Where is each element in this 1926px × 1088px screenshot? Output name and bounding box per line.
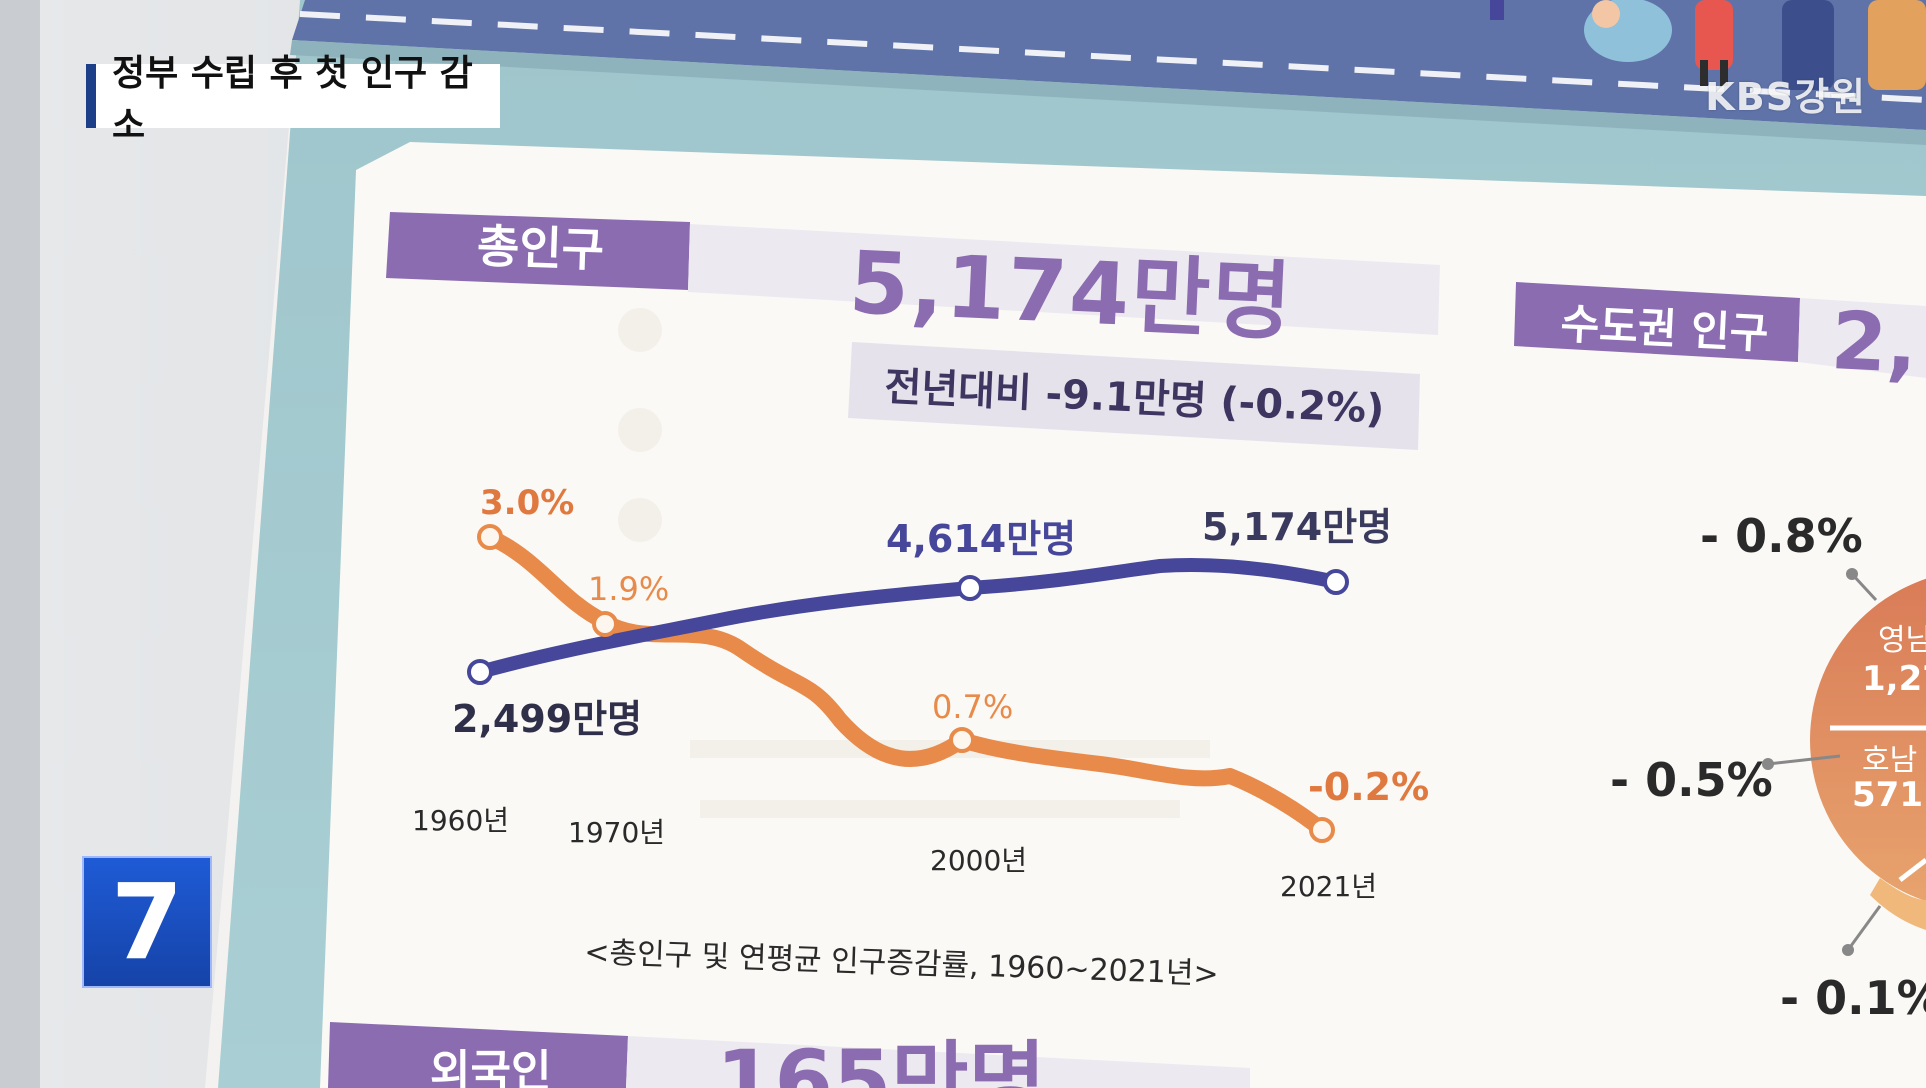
pie-leader-mid-dot bbox=[1762, 758, 1774, 770]
right-pct-bottom: - 0.1% bbox=[1780, 971, 1926, 1025]
total-label-box bbox=[386, 212, 690, 290]
pie-leader-bottom bbox=[1846, 905, 1882, 951]
capital-label: 수도권 인구 bbox=[1560, 299, 1770, 358]
news-caption-text: 정부 수립 후 첫 인구 감소 bbox=[112, 53, 473, 146]
road-dashes bbox=[299, 11, 1926, 103]
bottom-value: 165만명 bbox=[716, 1032, 1046, 1088]
pie-leader-top-dot bbox=[1846, 568, 1858, 580]
population-marker-2000 bbox=[957, 575, 983, 601]
pie-leader-mid bbox=[1767, 754, 1841, 766]
right-pct-top: - 0.8% bbox=[1700, 509, 1863, 563]
population-marker-1960 bbox=[467, 659, 493, 685]
capital-value-pill bbox=[1798, 298, 1926, 378]
channel-number-text: 7 bbox=[110, 861, 184, 983]
growth-label-2021: -0.2% bbox=[1308, 765, 1429, 809]
population-line bbox=[473, 557, 1343, 679]
channel-logo: KBS강원 bbox=[1705, 75, 1866, 119]
total-label: 총인구 bbox=[476, 219, 605, 277]
bottom-value-pill bbox=[626, 1036, 1250, 1088]
population-label-1960: 2,499만명 bbox=[452, 697, 642, 741]
pie-slice2-label: 호남 bbox=[1862, 743, 1917, 778]
bottom-label-box bbox=[328, 1022, 628, 1088]
total-value-pill bbox=[688, 224, 1440, 335]
people-illustration bbox=[1490, 0, 1926, 90]
population-label-2021: 5,174만명 bbox=[1202, 505, 1392, 549]
pie-leader-bottom-dot bbox=[1842, 944, 1854, 956]
right-pct-mid: - 0.5% bbox=[1610, 753, 1773, 807]
yoy-pill bbox=[848, 342, 1420, 450]
capital-value: 2, bbox=[1829, 294, 1920, 391]
capital-label-box bbox=[1514, 282, 1800, 362]
region-pie-partial bbox=[1810, 578, 1926, 930]
pie-slice1-label: 영남 bbox=[1878, 623, 1926, 658]
bottom-label: 외국인 bbox=[430, 1046, 551, 1088]
growth-marker-1960 bbox=[477, 524, 503, 550]
main-panel bbox=[320, 142, 1926, 1088]
pie-slice1-value: 1,27 bbox=[1862, 659, 1926, 699]
wall-shadow bbox=[0, 0, 40, 1088]
growth-marker-2021 bbox=[1309, 817, 1335, 843]
growth-label-1970: 1.9% bbox=[588, 570, 669, 608]
growth-marker-2000 bbox=[949, 727, 975, 753]
growth-label-1960: 3.0% bbox=[480, 483, 574, 523]
x-label-2021: 2021년 bbox=[1280, 870, 1377, 903]
road-lower-edge bbox=[290, 40, 1926, 145]
x-label-2000: 2000년 bbox=[930, 844, 1027, 877]
x-label-1960: 1960년 bbox=[412, 804, 509, 837]
x-label-1970: 1970년 bbox=[568, 816, 665, 849]
pie-slice2-value: 571 bbox=[1852, 775, 1923, 815]
growth-label-2000: 0.7% bbox=[932, 688, 1013, 726]
channel-number-badge: 7 bbox=[82, 856, 212, 988]
news-caption-banner: 정부 수립 후 첫 인구 감소 bbox=[86, 53, 500, 146]
total-value: 5,174만명 bbox=[847, 233, 1295, 353]
population-marker-2021 bbox=[1323, 569, 1349, 595]
population-label-2000: 4,614만명 bbox=[886, 517, 1076, 561]
growth-marker-1970 bbox=[592, 611, 618, 637]
